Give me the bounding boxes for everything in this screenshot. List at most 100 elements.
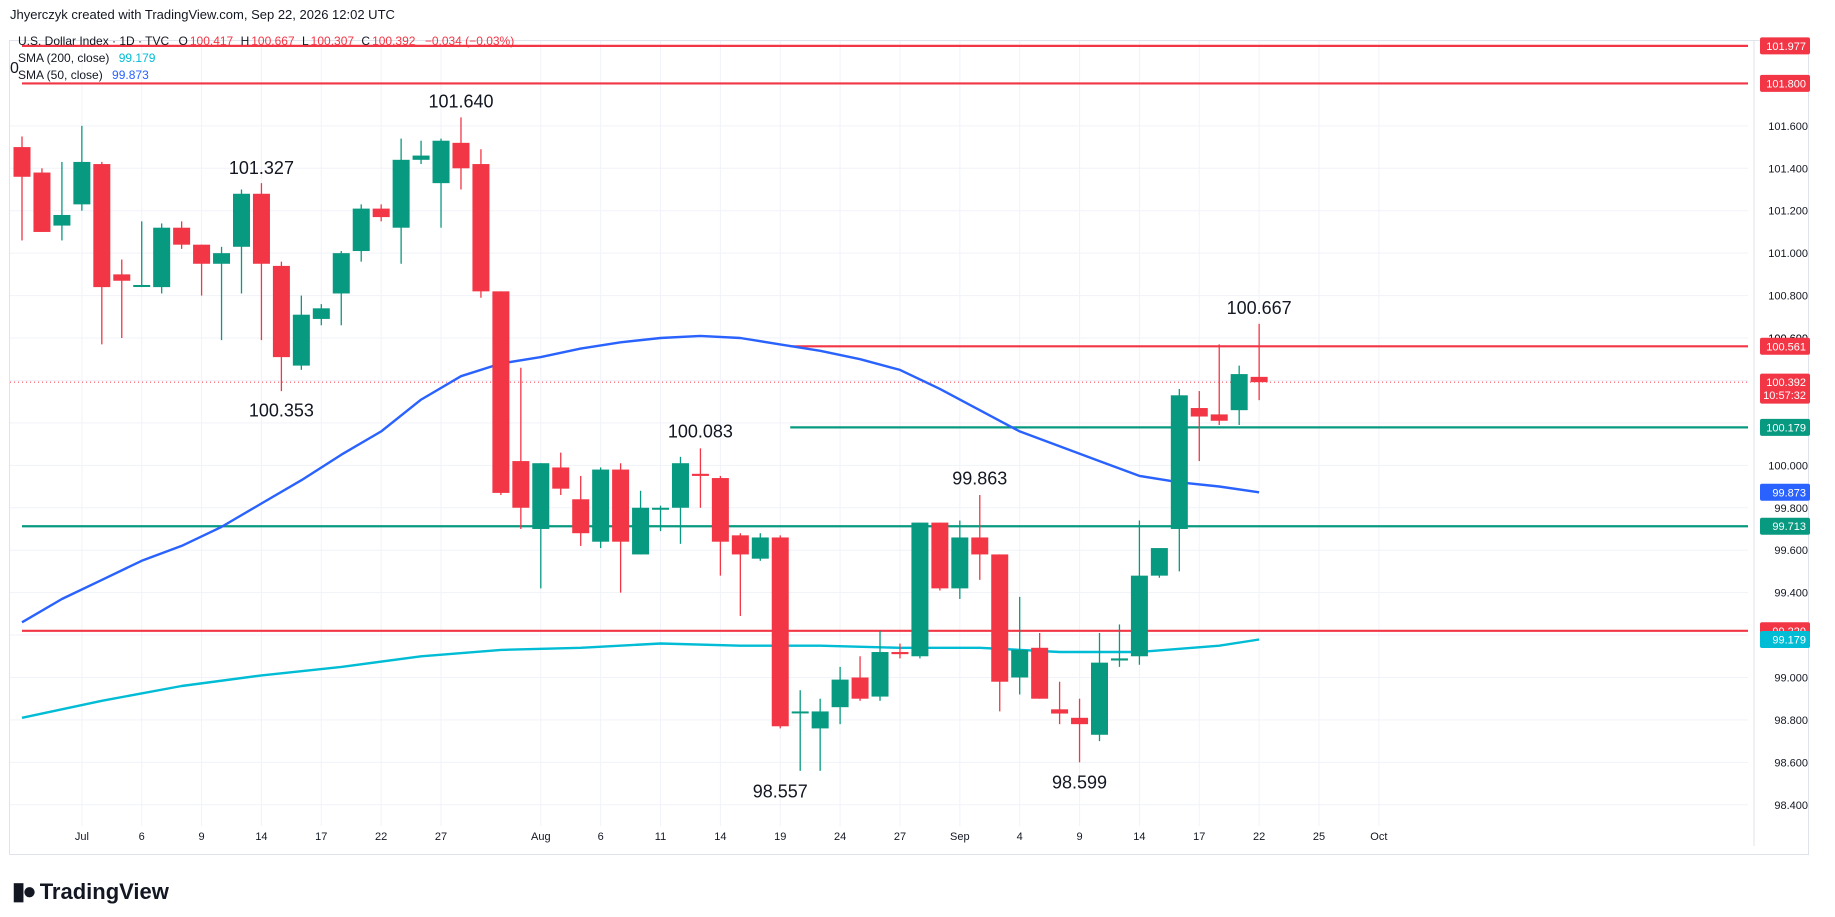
price-tag-bg	[1760, 631, 1810, 649]
x-tick-label: Jul	[75, 831, 89, 843]
candle-body	[133, 284, 151, 287]
legend-high-label: H	[240, 34, 250, 48]
tradingview-brand: TradingView	[39, 878, 169, 904]
tradingview-logo-icon: ▮●	[12, 878, 37, 905]
candle-body	[552, 467, 570, 489]
moving-averages	[21, 334, 1260, 719]
y-tick-label: 99.400	[1774, 588, 1808, 600]
candle-down	[173, 221, 191, 249]
price-annotation: 99.863	[952, 468, 1007, 488]
candle-down	[931, 522, 949, 591]
x-tick-label: 27	[435, 831, 447, 843]
y-tick-label: 99.000	[1774, 672, 1808, 684]
candle-body	[272, 265, 290, 358]
candle-down	[711, 475, 729, 576]
candle-up	[632, 490, 650, 555]
x-tick-label: Aug	[531, 831, 551, 843]
grid	[10, 41, 1755, 846]
level-tag-bg	[1760, 37, 1810, 55]
candle-down	[552, 452, 570, 496]
tradingview-footer[interactable]: ▮● TradingView	[12, 877, 169, 906]
candle-body	[472, 164, 490, 292]
x-tick-label: 19	[774, 831, 786, 843]
candle-up	[831, 666, 849, 725]
candle-up	[53, 161, 71, 241]
candle-body	[113, 274, 131, 281]
candle-up	[432, 138, 450, 228]
legend-sma50-row[interactable]: SMA (50, close) 99.873	[18, 68, 149, 82]
level-tag: 100.561	[1766, 341, 1806, 353]
candle-body	[951, 537, 969, 589]
candle-up	[232, 189, 250, 294]
sma200-line	[21, 638, 1260, 719]
candle-body	[432, 140, 450, 184]
candle-down	[1190, 391, 1208, 462]
candle-up	[751, 533, 769, 561]
legend-high: 100.667	[251, 34, 295, 48]
candle-body	[1250, 376, 1268, 383]
candle-down	[1031, 632, 1049, 699]
y-tick-label: 100.800	[1768, 291, 1808, 303]
candle-up	[532, 463, 550, 589]
candle-up	[951, 520, 969, 599]
price-axis: 98.40098.60098.80099.00099.20099.40099.6…	[1768, 121, 1808, 812]
candle-body	[33, 172, 51, 232]
level-tag-bg	[1760, 337, 1810, 355]
candle-body	[1130, 575, 1148, 657]
y-tick-label: 98.400	[1774, 800, 1808, 812]
candle-down	[33, 168, 51, 232]
legend-sma200-row[interactable]: SMA (200, close) 99.179	[18, 51, 155, 65]
x-tick-label: 4	[1017, 831, 1023, 843]
price-tags: 101.977101.800100.561100.17999.71399.220…	[1760, 37, 1810, 649]
candle-down	[512, 367, 530, 529]
legend-low-label: L	[301, 34, 309, 48]
candle-body	[1210, 414, 1228, 421]
price-annotation: 100.667	[1227, 298, 1292, 318]
x-tick-label: 14	[1133, 831, 1145, 843]
candle-down	[731, 533, 749, 616]
candle-body	[771, 537, 789, 727]
legend-open-label: O	[178, 34, 188, 48]
candle-body	[53, 214, 71, 226]
candle-up	[871, 630, 889, 701]
x-tick-label: 14	[255, 831, 267, 843]
candle-up	[1150, 548, 1168, 578]
candle-body	[891, 652, 909, 655]
candle-body	[193, 244, 211, 264]
candle-body	[1091, 662, 1109, 735]
candle-body	[13, 147, 31, 177]
candle-body	[1071, 717, 1089, 725]
candle-up	[1130, 520, 1148, 665]
candle-body	[751, 537, 769, 559]
level-tag: 99.713	[1772, 521, 1806, 533]
candle-body	[173, 227, 191, 245]
candle-down	[1071, 698, 1089, 763]
candle-down	[771, 535, 789, 729]
candle-down	[851, 656, 869, 701]
legend-sma50-label: SMA (50, close)	[18, 68, 103, 82]
x-tick-label: 6	[598, 831, 604, 843]
candle-body	[312, 308, 330, 319]
candle-up	[133, 221, 151, 288]
y-tick-label: 101.600	[1768, 121, 1808, 133]
y-tick-label: 99.600	[1774, 545, 1808, 557]
candle-body	[971, 537, 989, 555]
candle-body	[1170, 395, 1188, 529]
candle-down	[612, 463, 630, 593]
candle-body	[93, 164, 111, 288]
candle-body	[412, 155, 430, 160]
candle-body	[392, 159, 410, 228]
candle-down	[1250, 323, 1268, 401]
level-tag: 101.977	[1766, 41, 1806, 53]
time-axis: Jul 6 9 14 17 22 27 Aug 6 11 14 19 24 27 Sep 4 9 14 17 22 25…	[75, 831, 1388, 843]
candle-body	[592, 469, 610, 542]
price-tag-bg	[1760, 483, 1810, 501]
candle-down	[971, 495, 989, 580]
candle-down	[991, 554, 1009, 712]
chart-frame[interactable]	[9, 40, 1809, 855]
price-annotation: 98.599	[1052, 773, 1107, 793]
candle-down	[93, 161, 111, 345]
candle-up	[1091, 632, 1109, 742]
legend-sma200-label: SMA (200, close)	[18, 51, 110, 65]
